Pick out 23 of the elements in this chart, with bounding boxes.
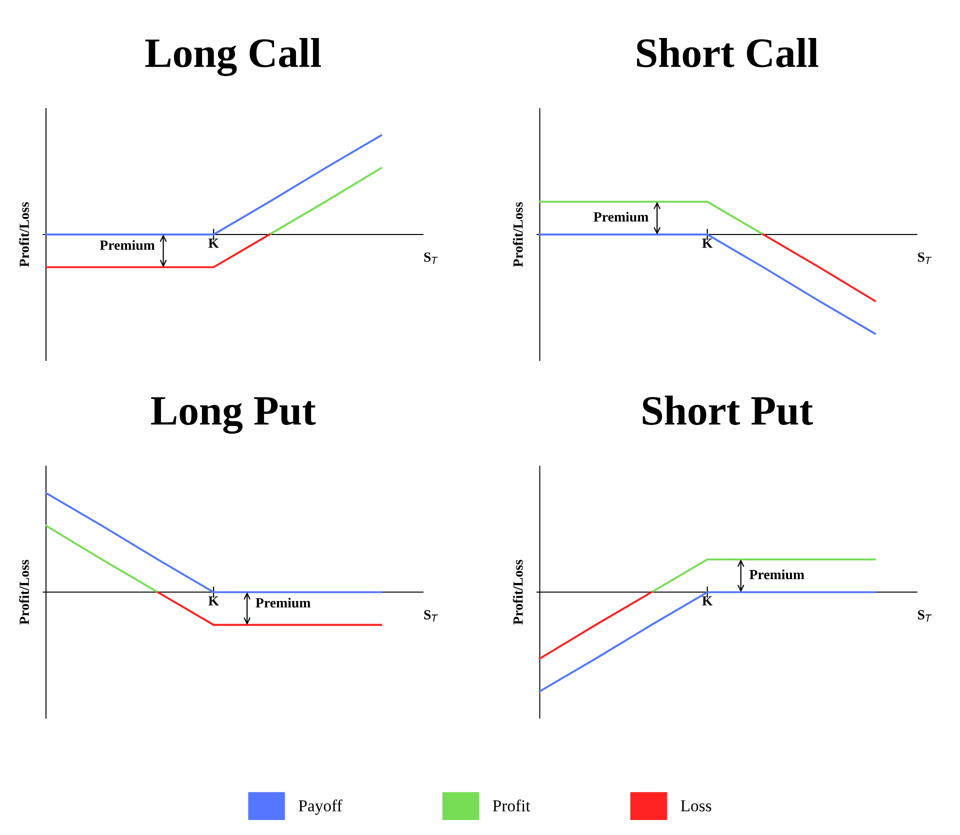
annotation: Premium [594,212,648,222]
annotation: K [702,238,713,248]
legend-label: Loss [680,800,712,812]
y-axis-title: Profit/Loss [512,202,523,267]
annotation: Premium [749,570,804,580]
y-axis-title: Profit/Loss [19,560,29,625]
legend-label: Profit [492,800,530,812]
chart-title: Long Call [145,38,321,76]
x-axis-title: S$_{T}$ [918,610,932,622]
annotation: K [208,238,219,248]
y-axis-title: Profit/Loss [512,560,523,625]
x-axis-title: S$_{T}$ [424,252,438,264]
annotation: K [702,596,713,606]
x-axis-title: S$_{T}$ [424,610,438,622]
annotation: Premium [100,240,155,250]
chart-title: Long Put [151,397,316,434]
annotation: Premium [256,598,311,608]
chart-title: Short Call [637,38,818,68]
legend-label: Payoff [298,800,342,815]
y-axis-title: Profit/Loss [19,202,29,267]
x-axis-title: S$_{T}$ [918,252,932,264]
annotation: K [208,596,219,606]
chart-title: Short Put [642,396,813,426]
